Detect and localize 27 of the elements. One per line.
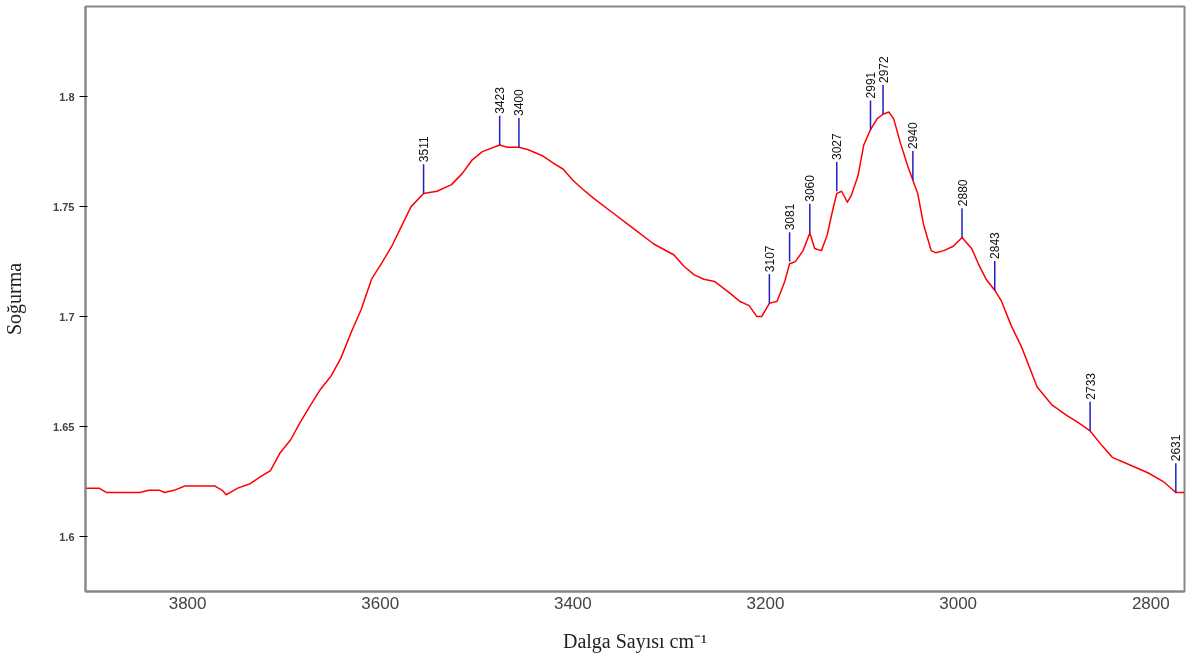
annotation: 2843 [988,231,1003,259]
x-tick-label: 3400 [553,593,592,613]
annotation: 2991 [864,71,878,99]
annotation: 2880 [955,179,970,207]
x-axis-title: Dalga Sayısı cm⁻¹ [562,629,708,653]
annotation: 3027 [830,132,845,160]
annotation: 2972 [876,55,891,84]
x-tick-label: 3600 [361,593,400,613]
annotation: 3400 [512,88,527,116]
y-tick-label: 1.6 [59,530,75,543]
annotation: 3511 [417,136,432,163]
annotation: 3060 [803,174,818,202]
y-tick-label: 1.75 [53,200,75,213]
y-tick-label: 1.65 [53,420,75,433]
y-tick-label: 1.7 [59,310,75,323]
annotation: 2733 [1083,372,1098,400]
y-axis-title: Soğurma [3,262,27,336]
x-tick-label: 3200 [746,593,785,613]
annotation: 2940 [906,121,921,149]
x-tick-label: 3000 [939,593,978,613]
annotation: 2631 [1169,434,1184,462]
annotation: 3081 [783,203,798,231]
annotation: 3423 [493,86,508,114]
y-tick-label: 1.8 [59,90,75,103]
x-tick-label: 3800 [168,593,207,613]
annotation: 3107 [762,245,777,273]
x-tick-label: 2800 [1131,593,1170,613]
